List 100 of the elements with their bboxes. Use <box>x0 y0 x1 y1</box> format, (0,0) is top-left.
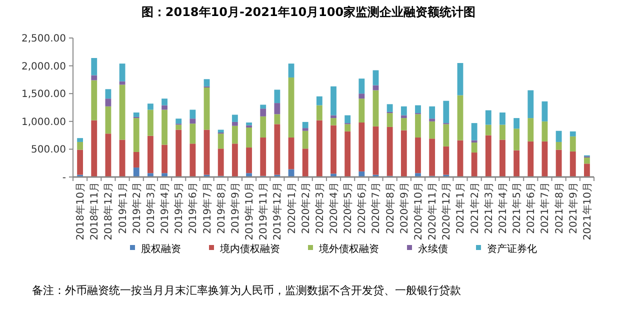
bar <box>302 128 308 131</box>
bar <box>232 144 238 177</box>
bar <box>514 118 520 129</box>
bar <box>162 144 168 174</box>
bar <box>119 140 126 177</box>
bar <box>133 168 140 177</box>
x-tick-label: 2021年7月 <box>539 182 552 234</box>
bar <box>372 85 379 90</box>
bar <box>147 104 154 110</box>
bar <box>105 134 112 177</box>
x-tick-label: 2020年7月 <box>370 182 382 234</box>
bar <box>246 148 252 174</box>
x-tick-label: 2020年2月 <box>300 182 312 234</box>
text: 备注：外币融资统一按当月月末汇率换算为人民币，监测数据不含开发贷、一般银行贷款 <box>32 284 461 297</box>
bar <box>528 118 534 142</box>
legend-label: 永续债 <box>418 243 448 255</box>
bar <box>260 108 266 116</box>
bar <box>386 126 393 176</box>
x-tick-label: 2021年10月 <box>581 182 594 240</box>
x-tick-label: 2018年12月 <box>102 182 115 240</box>
bar <box>176 124 182 130</box>
y-tick-label: - <box>62 172 66 184</box>
bar <box>358 98 365 123</box>
bar <box>274 124 280 175</box>
bar <box>415 173 421 177</box>
bar <box>330 174 336 177</box>
bar <box>162 105 168 110</box>
bar <box>288 77 294 138</box>
bar <box>415 105 421 114</box>
y-tick-label: 1,500.00 <box>21 89 66 100</box>
bar <box>190 118 196 124</box>
bar <box>457 95 464 140</box>
bar <box>260 116 266 138</box>
bar <box>400 115 407 118</box>
bar <box>500 112 506 125</box>
bar <box>429 106 436 119</box>
legend-label: 资产证券化 <box>487 243 537 255</box>
bar <box>190 110 196 119</box>
x-tick-label: 2020年9月 <box>398 182 410 234</box>
bar <box>316 96 322 106</box>
bar <box>218 130 224 133</box>
x-tick-label: 2021年5月 <box>511 182 524 234</box>
x-tick-label: 2018年11月 <box>88 182 101 240</box>
bar <box>443 146 450 175</box>
bar <box>400 130 407 177</box>
bar <box>415 114 421 138</box>
x-tick-label: 2021年3月 <box>482 182 495 234</box>
bar <box>514 150 520 177</box>
bar <box>105 89 112 99</box>
x-tick-label: 2020年3月 <box>314 182 326 234</box>
bar <box>204 130 210 175</box>
bar <box>77 150 83 175</box>
bar <box>133 112 140 117</box>
bar <box>386 104 393 112</box>
bar <box>176 118 182 124</box>
bar <box>246 122 252 126</box>
bar <box>358 78 365 94</box>
bar <box>429 118 436 122</box>
x-tick-label: 2019年12月 <box>272 182 284 240</box>
bar <box>91 120 98 177</box>
bar <box>429 121 436 139</box>
bar <box>372 70 379 86</box>
x-tick-label: 2019年7月 <box>201 182 214 234</box>
bar <box>528 141 534 177</box>
bar <box>133 118 140 152</box>
bar <box>105 98 112 106</box>
bar <box>232 114 238 122</box>
bar <box>584 158 590 164</box>
bar <box>302 148 308 177</box>
bar <box>288 138 294 170</box>
bar <box>105 106 112 134</box>
y-tick-label: 2,000.00 <box>21 61 66 72</box>
bar <box>415 138 421 174</box>
bar <box>556 130 562 142</box>
x-tick-label: 2019年5月 <box>173 182 186 234</box>
bar <box>429 138 436 176</box>
bar <box>330 86 336 116</box>
bar <box>232 126 238 144</box>
x-tick-label: 2018年10月 <box>74 182 87 240</box>
bar <box>500 124 506 140</box>
bar <box>133 152 140 168</box>
bar <box>316 105 322 120</box>
bar <box>556 142 562 150</box>
x-tick-label: 2021年4月 <box>496 182 509 234</box>
bar <box>386 113 393 127</box>
bar <box>330 115 336 118</box>
x-tick-label: 2019年11月 <box>258 182 270 240</box>
bar <box>274 90 280 104</box>
bar <box>542 121 548 142</box>
bar <box>190 144 196 177</box>
bar <box>147 173 154 177</box>
bar <box>91 80 98 120</box>
x-tick-label: 2019年10月 <box>244 182 256 240</box>
bar <box>91 75 98 80</box>
bar <box>542 141 548 177</box>
bar <box>190 124 196 144</box>
bar <box>358 171 365 177</box>
bar <box>344 124 351 132</box>
x-tick-label: 2020年4月 <box>328 182 340 234</box>
x-tick-label: 2019年3月 <box>144 182 157 234</box>
